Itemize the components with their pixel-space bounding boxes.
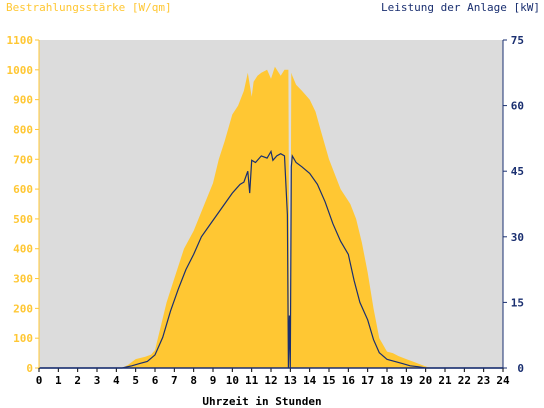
right-tick-label: 60: [511, 100, 524, 113]
x-tick-label: 22: [458, 374, 471, 387]
left-tick-label: 900: [13, 94, 33, 107]
right-tick-label: 45: [511, 165, 524, 178]
x-tick-label: 1: [55, 374, 62, 387]
left-tick-label: 200: [13, 302, 33, 315]
power-line: [39, 149, 503, 369]
left-axis: 0 100 200 300 400 500 600 700 800 900 1000 1100: [7, 34, 39, 375]
right-axis-title: Leistung der Anlage [kW]: [381, 1, 540, 14]
left-tick-label: 500: [13, 213, 33, 226]
x-tick-label: 10: [226, 374, 239, 387]
left-tick-label: 600: [13, 183, 33, 196]
x-tick-label: 2: [74, 374, 81, 387]
irradiance-area: [39, 66, 503, 369]
left-axis-title: Bestrahlungsstärke [W/qm]: [6, 1, 172, 14]
x-tick-label: 11: [245, 374, 259, 387]
x-tick-label: 20: [419, 374, 432, 387]
x-tick-label: 5: [132, 374, 139, 387]
left-tick-label: 800: [13, 123, 33, 136]
x-tick-label: 9: [210, 374, 217, 387]
left-tick-label: 300: [13, 273, 33, 286]
right-tick-label: 30: [511, 231, 524, 244]
x-tick-label: 14: [303, 374, 317, 387]
x-tick-label: 19: [400, 374, 413, 387]
x-tick-label: 16: [342, 374, 356, 387]
right-tick-label: 75: [511, 34, 524, 47]
x-axis-title: Uhrzeit in Stunden: [202, 395, 321, 408]
x-tick-label: 15: [322, 374, 335, 387]
right-axis: 0 15 30 45 60 75: [503, 34, 524, 375]
x-tick-label: 24: [496, 374, 510, 387]
right-tick-label: 15: [511, 296, 524, 309]
left-tick-label: 100: [13, 332, 33, 345]
left-tick-label: 400: [13, 243, 33, 256]
x-tick-label: 23: [477, 374, 490, 387]
x-tick-label: 4: [113, 374, 120, 387]
x-tick-label: 18: [380, 374, 393, 387]
x-tick-label: 0: [36, 374, 43, 387]
left-tick-label: 1100: [7, 34, 34, 47]
x-tick-label: 8: [190, 374, 197, 387]
x-tick-label: 3: [94, 374, 101, 387]
x-tick-label: 13: [284, 374, 297, 387]
right-tick-label: 0: [517, 362, 524, 375]
x-tick-label: 12: [264, 374, 277, 387]
left-tick-label: 700: [13, 153, 33, 166]
x-axis: 0 1 2 3 4 5 6 7 8 9 10 11 12 13 14 15 16 17 18 19 20 21 22 23 24: [36, 368, 510, 387]
x-tick-label: 6: [152, 374, 159, 387]
x-tick-label: 21: [438, 374, 452, 387]
left-tick-label: 1000: [7, 64, 34, 77]
x-tick-label: 7: [171, 374, 178, 387]
x-tick-label: 17: [361, 374, 374, 387]
left-tick-label: 0: [26, 362, 33, 375]
